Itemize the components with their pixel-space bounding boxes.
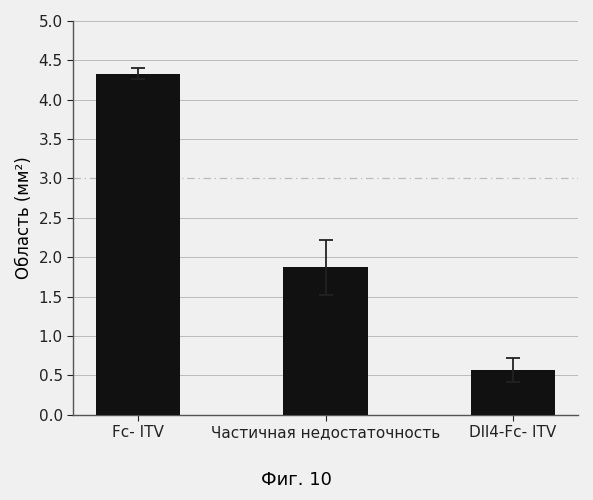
Bar — [96, 74, 180, 414]
Bar — [283, 268, 368, 414]
Text: Фиг. 10: Фиг. 10 — [261, 471, 332, 489]
Y-axis label: Область (мм²): Область (мм²) — [15, 156, 33, 279]
Bar — [471, 370, 555, 414]
